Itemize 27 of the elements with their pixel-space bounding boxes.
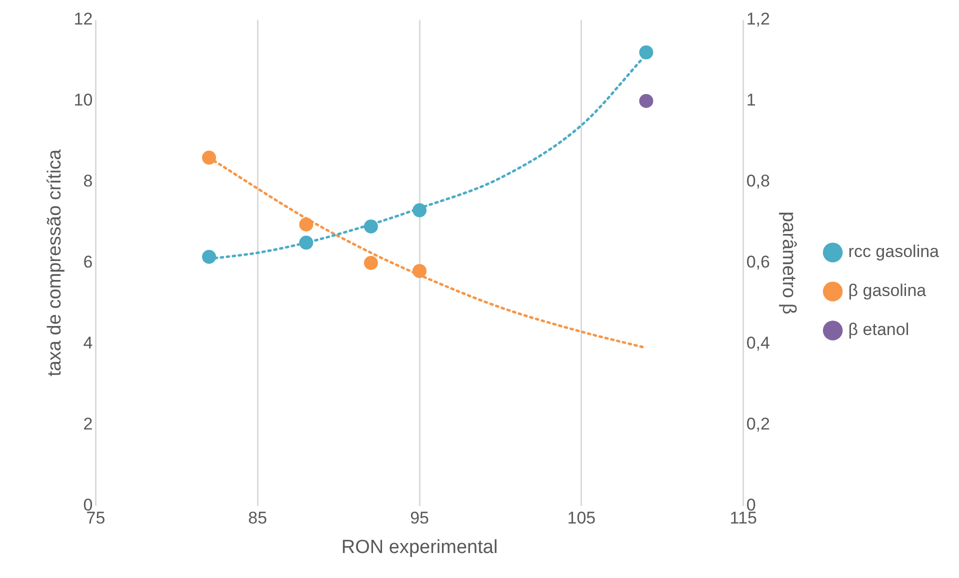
legend-label: rcc gasolina [848,242,940,262]
point [639,45,654,60]
y2-tick-label: 0,6 [746,252,770,272]
x-axis-title: RON experimental [341,536,498,558]
y2-tick-label: 1 [746,90,756,110]
y-tick-label: 8 [83,172,93,191]
x-tick-label: 105 [567,508,596,528]
x-tick-label: 95 [410,508,429,528]
y-tick-label: 2 [83,414,93,434]
y2-tick-label: 1,2 [746,10,770,29]
y-tick-label: 12 [74,10,93,29]
point [202,150,216,165]
point [639,94,654,108]
point [364,256,378,270]
point [299,217,314,232]
legend-label: β etanol [848,320,910,340]
legend-label: β gasolina [848,281,927,300]
y2-tick-label: 0,8 [746,172,770,191]
y2-axis-title: parâmetro β [778,211,800,314]
y-tick-label: 10 [74,90,93,110]
y-tick-label: 6 [83,252,93,272]
y-axis-title: taxa de compressão crítica [44,148,66,376]
point [202,250,216,264]
y2-tick-label: 0,4 [746,334,770,353]
x-tick-label: 85 [248,508,268,528]
y2-tick-label: 0,2 [746,414,770,434]
y-tick-label: 4 [83,334,93,353]
